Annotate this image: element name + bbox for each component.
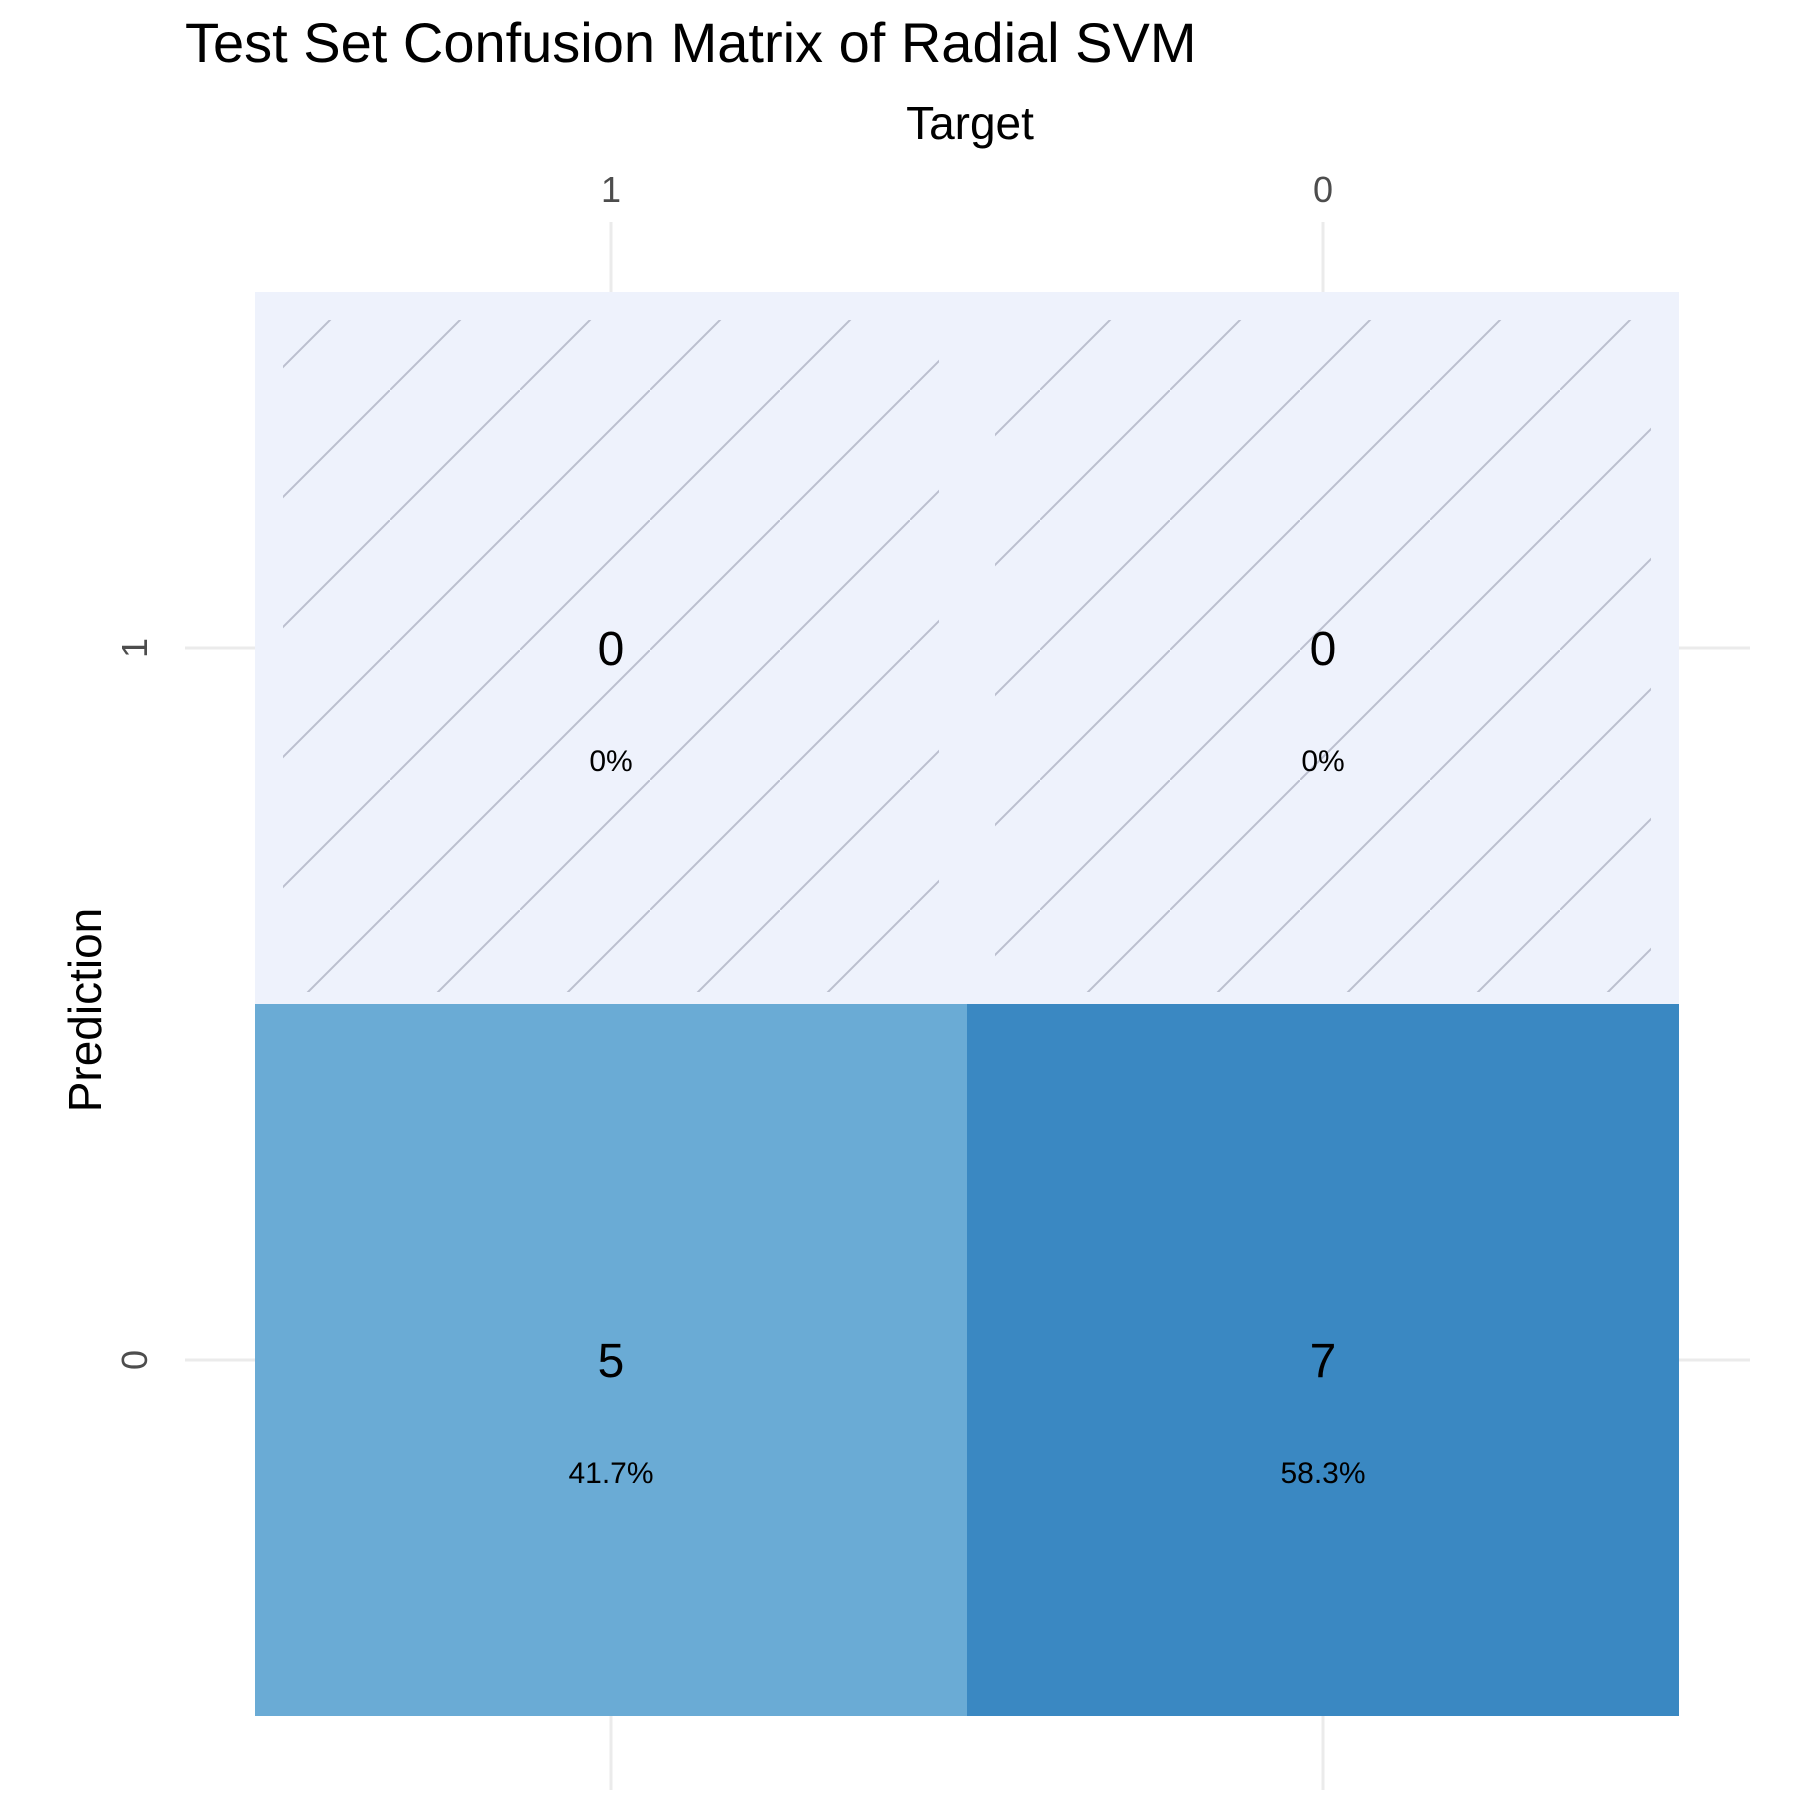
y-tick-label: 1 — [114, 638, 155, 658]
x-axis-label: Target — [906, 97, 1034, 149]
cell-count-label: 5 — [598, 1335, 625, 1388]
cell-percent-label: 0% — [1301, 745, 1344, 778]
tick-labels: 1 0 1 0 — [114, 169, 1333, 1370]
x-tick-label: 1 — [601, 169, 621, 210]
matrix-cells: 0 0% 0 0% 5 41.7% 7 58.3% — [255, 292, 1679, 1716]
cell-percent-label: 0% — [589, 745, 632, 778]
cell-count-label: 7 — [1310, 1335, 1337, 1388]
cell-percent-label: 58.3% — [1280, 1457, 1365, 1490]
zero-cell-hatch — [995, 320, 1651, 992]
cell-target-0-prediction-0 — [967, 1004, 1679, 1716]
cell-count-label: 0 — [598, 623, 625, 676]
chart-title: Test Set Confusion Matrix of Radial SVM — [185, 11, 1197, 74]
cell-target-1-prediction-0 — [255, 1004, 967, 1716]
y-tick-label: 0 — [114, 1350, 155, 1370]
cell-count-label: 0 — [1310, 623, 1337, 676]
zero-cell-hatch — [283, 320, 939, 992]
x-tick-label: 0 — [1313, 169, 1333, 210]
cell-percent-label: 41.7% — [568, 1457, 653, 1490]
